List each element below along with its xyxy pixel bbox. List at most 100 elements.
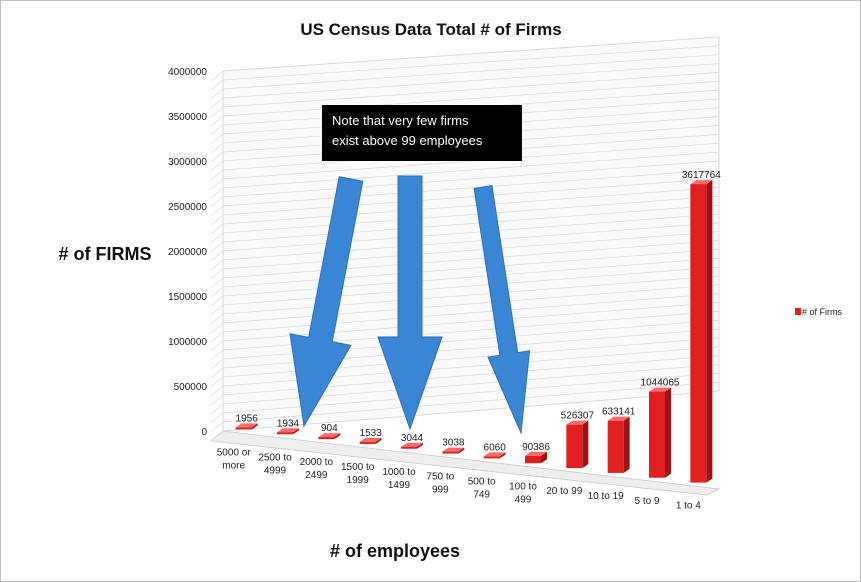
gridline-side	[210, 394, 224, 406]
data-label: 3038	[442, 438, 465, 449]
gridline-side	[210, 106, 224, 118]
category-label: 20 to 99	[546, 486, 583, 497]
category-label: 5000 or	[217, 447, 252, 458]
gridline-side	[210, 259, 224, 271]
bar-side	[499, 452, 506, 459]
category-label: 749	[473, 489, 490, 500]
bar-top	[318, 433, 341, 438]
y-axis-title: # of FIRMS	[59, 244, 152, 264]
gridline	[222, 142, 720, 180]
bar-top	[649, 387, 671, 392]
gridline	[222, 151, 720, 189]
category-label: 1499	[388, 480, 411, 491]
gridline	[222, 231, 720, 270]
category-label: 5 to 9	[634, 496, 659, 507]
bar-side	[541, 451, 547, 464]
gridline-side	[210, 115, 224, 127]
category-label: 2500 to	[258, 452, 292, 463]
data-label: 90386	[522, 442, 550, 453]
bar	[566, 424, 583, 469]
bar-top	[277, 428, 299, 433]
y-tick-label: 2000000	[168, 247, 207, 258]
data-label: 526307	[561, 411, 595, 422]
gridline-side	[210, 367, 224, 379]
bar-top	[401, 442, 423, 447]
gridline-side	[210, 412, 224, 424]
bar-top	[359, 437, 382, 442]
gridline-side	[210, 223, 224, 235]
category-labels: 5000 or more 2500 to 4999 2000 to 2499 1500 to…	[217, 447, 702, 511]
gridline	[222, 390, 720, 432]
y-tick-label: 3500000	[168, 112, 207, 123]
bar-top	[690, 180, 713, 185]
bar	[483, 456, 500, 459]
y-tick-label: 500000	[174, 382, 208, 393]
data-label: 6060	[484, 442, 507, 453]
gridline-side	[210, 169, 224, 181]
gridline	[222, 54, 720, 90]
chart-floor	[210, 430, 721, 496]
gridline-side	[210, 88, 224, 100]
gridline	[222, 195, 720, 234]
category-label: 1000 to	[382, 467, 416, 478]
bar-top	[525, 451, 547, 456]
gridline-side	[210, 340, 224, 352]
category-label: 4999	[264, 465, 287, 476]
bar	[690, 184, 707, 483]
bar-side	[623, 416, 630, 473]
bar	[359, 441, 376, 444]
gridline	[222, 178, 720, 216]
gridline	[222, 257, 720, 297]
y-tick-label: 1500000	[168, 292, 207, 303]
bar-side	[251, 423, 258, 430]
bar	[525, 455, 541, 464]
y-tick-label: 4000000	[168, 67, 207, 78]
gridline	[222, 266, 720, 306]
legend-swatch	[795, 308, 801, 315]
gridline	[222, 63, 720, 99]
category-label: 1 to 4	[676, 501, 701, 512]
bar	[277, 432, 293, 435]
y-axis-ticks: 0 500000 1000000 1500000 2000000 2500000 30000…	[168, 67, 207, 438]
gridline-side	[210, 97, 224, 109]
bar	[442, 451, 459, 454]
gridline-side	[210, 295, 224, 307]
category-label: 1500 to	[341, 462, 375, 473]
category-label: 499	[515, 494, 532, 505]
gridline-side	[210, 349, 224, 361]
gridline-side	[210, 232, 224, 244]
gridline-side	[210, 79, 224, 91]
bar-top	[607, 416, 630, 421]
gridline-side	[210, 385, 224, 397]
gridline	[222, 302, 720, 342]
bar-side	[458, 447, 465, 454]
gridline	[222, 240, 720, 279]
bar	[649, 391, 665, 478]
data-label: 3044	[401, 433, 424, 444]
gridline-side	[210, 403, 224, 415]
gridline	[222, 293, 720, 333]
data-label: 904	[321, 423, 338, 434]
bar	[401, 446, 417, 449]
annotation-arrows	[289, 175, 531, 435]
category-label: 999	[432, 485, 449, 496]
y-tick-label: 3000000	[168, 157, 207, 168]
bar-top	[442, 447, 465, 452]
gridline-side	[210, 322, 224, 334]
floor-plane	[210, 430, 721, 496]
annotation-line-2: exist above 99 employees	[332, 133, 483, 148]
data-label: 1533	[360, 428, 383, 439]
category-label: 2499	[305, 470, 328, 481]
gridline-side	[210, 133, 224, 145]
gridline-side	[210, 214, 224, 226]
y-tick-label: 0	[201, 427, 207, 438]
bar-top	[483, 452, 506, 457]
bar-side	[375, 437, 382, 444]
gridline-side	[210, 241, 224, 253]
data-label: 1956	[236, 413, 259, 424]
chart-title: US Census Data Total # of Firms	[300, 20, 561, 39]
y-tick-label: 2500000	[168, 202, 207, 213]
gridline-side	[210, 331, 224, 343]
